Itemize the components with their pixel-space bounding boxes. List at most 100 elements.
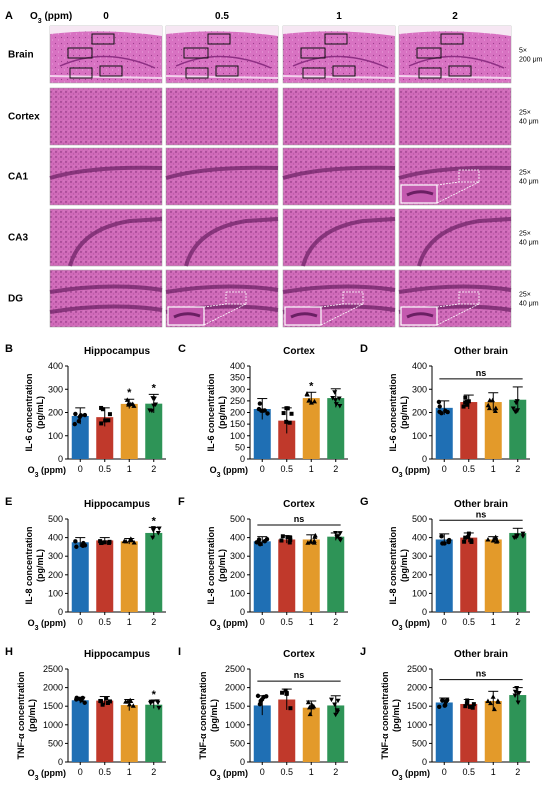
data-point [99, 541, 104, 546]
y-tick-label: 0 [422, 607, 427, 617]
y-tick-label: 2000 [407, 683, 427, 693]
data-point [442, 702, 448, 708]
x-axis-label: O3 (ppm) [210, 618, 248, 632]
y-tick-label: 200 [412, 408, 427, 418]
data-point [264, 536, 270, 542]
cell-layer [165, 165, 279, 180]
y-tick-label: 400 [412, 533, 427, 543]
data-point [257, 701, 263, 707]
data-point [332, 702, 338, 707]
data-point [466, 531, 471, 536]
bar-1 [302, 539, 320, 612]
data-point [74, 544, 79, 549]
micrograph-tissue [282, 208, 396, 267]
y-tick-label: 100 [230, 588, 245, 598]
roi-box-2 [418, 67, 442, 79]
y-tick-label: 2500 [407, 664, 427, 674]
x-axis-label-sub: 3 [399, 775, 403, 782]
x-tick-label: 0.5 [98, 464, 111, 474]
data-point [104, 696, 109, 701]
micrograph-cortex-1 [165, 87, 279, 146]
significance-marker: * [127, 387, 132, 399]
y-tick-label: 100 [48, 431, 63, 441]
data-point [336, 396, 342, 402]
hippocampus-outline [408, 55, 505, 69]
data-point [330, 395, 336, 401]
x-axis-label-sub: 3 [35, 775, 39, 782]
chart-i: I Cortex 0 500 1000 1500 2000 2500 TNF-α concent… [178, 646, 348, 782]
data-point [514, 399, 520, 404]
y-tick-label: 300 [412, 551, 427, 561]
panel-label: G [360, 496, 369, 508]
data-point [128, 401, 134, 407]
scale-bar-label: 200 μm [519, 57, 543, 64]
x-axis-label-main: O [392, 465, 399, 475]
bar-0 [435, 539, 453, 612]
data-point [107, 412, 112, 417]
data-point [77, 414, 82, 420]
x-tick-label: 0 [260, 617, 265, 627]
roi-box-2 [69, 67, 93, 79]
data-point [156, 526, 162, 532]
data-point [259, 697, 265, 702]
panel-label: C [178, 343, 186, 355]
data-point [100, 702, 105, 707]
data-point [100, 407, 105, 412]
data-point [128, 698, 134, 704]
data-point [463, 535, 468, 540]
x-tick-label: 0.5 [462, 767, 475, 777]
data-point [107, 540, 112, 545]
cell-layer [49, 284, 163, 314]
roi-box-0 [300, 47, 326, 59]
significance-marker: * [309, 380, 314, 392]
data-point [308, 539, 314, 544]
bar-0 [253, 705, 271, 762]
data-point [492, 408, 498, 414]
y-tick-label: 400 [48, 361, 63, 371]
x-tick-label: 0.5 [98, 617, 111, 627]
data-point [488, 700, 494, 706]
y-axis-label: TNF-α concentration(pg/mL) [380, 671, 401, 759]
roi-box-2 [185, 67, 209, 79]
data-point [281, 411, 286, 416]
inset-cell-layer [406, 190, 434, 197]
data-point [514, 533, 520, 539]
y-axis-label-line2: (pg/mL) [35, 549, 45, 582]
y-tick-label: 0 [240, 757, 245, 767]
x-axis-label-unit: (ppm) [221, 768, 249, 778]
chart-title: Hippocampus [84, 649, 151, 660]
data-point [334, 534, 340, 540]
y-axis-label: IL-8 concentration(pg/mL) [206, 526, 227, 604]
data-point [99, 421, 104, 426]
roi-box-1 [207, 33, 231, 45]
data-point [440, 541, 445, 546]
roi-box-3 [215, 65, 239, 77]
bar-0.5 [460, 703, 478, 762]
data-point [485, 536, 491, 542]
x-tick-label: 1 [309, 617, 314, 627]
bar-1 [302, 707, 320, 762]
y-tick-label: 0 [240, 454, 245, 464]
data-point [437, 704, 442, 709]
inset-source-box [458, 169, 480, 183]
x-axis-label: O3 (ppm) [28, 768, 66, 782]
y-tick-label: 500 [48, 514, 63, 524]
y-axis-label: IL-8 concentration(pg/mL) [24, 526, 45, 604]
y-tick-label: 400 [230, 361, 245, 371]
o3-header-label: O3 (ppm) [30, 11, 72, 25]
ns-label: ns [476, 509, 487, 519]
inset-source-box [342, 291, 364, 305]
inset-connector [320, 303, 344, 308]
x-axis-label: O3 (ppm) [210, 465, 248, 479]
y-tick-label: 1000 [43, 720, 63, 730]
data-point [465, 402, 470, 407]
bar-2 [145, 704, 163, 762]
y-axis-label: IL-8 concentration(pg/mL) [388, 526, 409, 604]
data-point [510, 406, 516, 412]
data-point [490, 694, 496, 699]
x-tick-label: 0 [260, 464, 265, 474]
x-tick-label: 0.5 [280, 464, 293, 474]
data-point [156, 705, 162, 711]
x-tick-label: 1 [491, 617, 496, 627]
